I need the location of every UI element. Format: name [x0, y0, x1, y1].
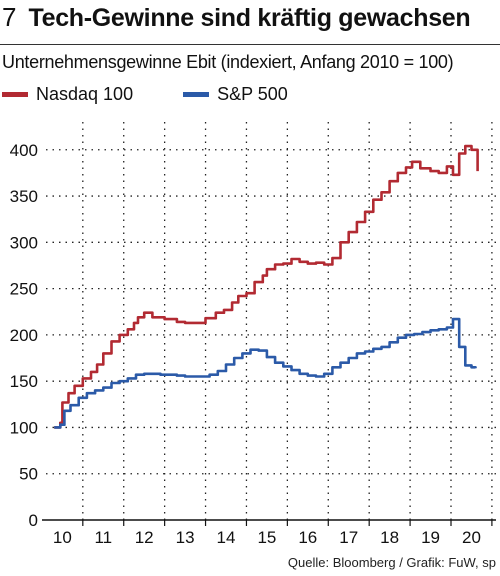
- chart-legend: Nasdaq 100 S&P 500: [2, 84, 338, 105]
- legend-swatch-nasdaq: [2, 92, 28, 97]
- legend-item-nasdaq: Nasdaq 100: [2, 84, 133, 105]
- x-tick-label: 18: [380, 528, 399, 547]
- y-tick-label: 100: [10, 418, 38, 437]
- chart-title: Tech-Gewinne sind kräftig gewachsen: [28, 4, 471, 32]
- y-tick-label: 150: [10, 372, 38, 391]
- y-tick-label: 400: [10, 141, 38, 160]
- legend-label-nasdaq: Nasdaq 100: [36, 84, 134, 104]
- x-tick-label: 10: [53, 528, 72, 547]
- chart-subtitle: Unternehmensgewinne Ebit (indexiert, Anf…: [2, 52, 454, 72]
- y-tick-label: 250: [10, 280, 38, 299]
- y-tick-label: 0: [29, 511, 38, 530]
- legend-swatch-sp500: [183, 92, 210, 97]
- y-tick-label: 350: [10, 187, 38, 206]
- x-tick-label: 14: [217, 528, 236, 547]
- legend-item-sp500: S&P 500: [183, 84, 288, 105]
- line-chart: 0 50 100 150 200 250 300 350 400 10 11 12 13 14 15 16 17…: [10, 122, 496, 547]
- x-tick-label: 16: [298, 528, 317, 547]
- x-tick-label: 13: [176, 528, 195, 547]
- x-tick-label: 11: [94, 528, 112, 547]
- legend-label-sp500: S&P 500: [217, 84, 288, 104]
- y-tick-label: 200: [10, 326, 38, 345]
- x-tick-label: 12: [135, 528, 154, 547]
- x-tick-label: 15: [257, 528, 276, 547]
- y-tick-label: 50: [19, 465, 38, 484]
- chart-number: 7: [2, 2, 17, 32]
- chart-title-row: 7 Tech-Gewinne sind kräftig gewachsen: [2, 2, 471, 42]
- x-tick-label: 19: [421, 528, 440, 547]
- y-tick-label: 300: [10, 233, 38, 252]
- title-divider: [0, 44, 500, 45]
- x-tick-label: 20: [462, 528, 481, 547]
- series-line-nasdaq: [54, 144, 479, 429]
- x-tick-label: 17: [339, 528, 358, 547]
- source-note: Quelle: Bloomberg / Grafik: FuW, sp: [287, 555, 496, 570]
- series-line-sp500: [54, 317, 477, 429]
